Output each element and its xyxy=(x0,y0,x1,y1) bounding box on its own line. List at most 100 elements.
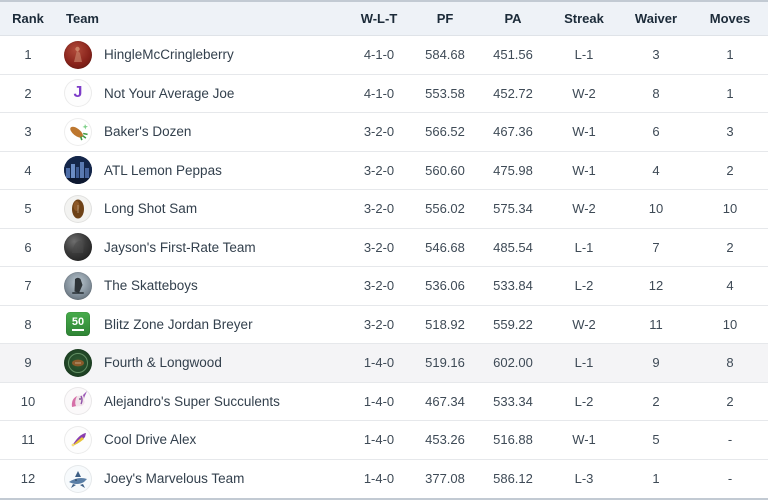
rank-cell: 2 xyxy=(24,85,32,101)
skater-photo-avatar[interactable] xyxy=(64,271,92,300)
pa-cell: 475.98 xyxy=(493,162,533,178)
moves-cell: 3 xyxy=(726,124,734,140)
header-team: Team xyxy=(66,11,99,26)
team-name-link[interactable]: Long Shot Sam xyxy=(104,201,198,217)
header-pf: PF xyxy=(436,11,454,26)
green-football-logo-avatar[interactable] xyxy=(64,348,92,377)
pf-cell: 467.34 xyxy=(425,393,465,409)
streak-cell: W-2 xyxy=(572,201,596,217)
rank-cell: 12 xyxy=(20,471,36,487)
avatar-letter: J xyxy=(73,84,83,102)
comet-avatar[interactable] xyxy=(64,425,92,454)
unicorn-avatar[interactable] xyxy=(64,387,92,416)
waiver-cell: 2 xyxy=(652,393,660,409)
dark-photo-avatar[interactable] xyxy=(64,233,92,262)
team-name-link[interactable]: Fourth & Longwood xyxy=(104,355,222,371)
header-moves: Moves xyxy=(709,11,751,26)
wlt-cell: 3-2-0 xyxy=(363,201,395,217)
table-row: 11 Cool Drive Alex 1-4-0 453.26 516.88 W… xyxy=(0,421,768,460)
streak-cell: L-2 xyxy=(574,393,594,409)
table-row-highlighted: 9 Fourth & Longwood 1-4-0 519.16 602.00 … xyxy=(0,344,768,383)
streak-cell: L-1 xyxy=(574,355,594,371)
pa-cell: 452.72 xyxy=(493,85,533,101)
team-name-link[interactable]: Not Your Average Joe xyxy=(104,85,235,101)
carrot-avatar[interactable] xyxy=(64,117,92,146)
rank-cell: 11 xyxy=(21,432,35,448)
wlt-cell: 3-2-0 xyxy=(363,162,395,178)
wlt-cell: 4-1-0 xyxy=(363,85,395,101)
rank-cell: 1 xyxy=(24,47,32,63)
table-row: 1 HingleMcCringleberry 4-1-0 584.68 451.… xyxy=(0,36,768,75)
football-avatar[interactable] xyxy=(64,194,92,223)
pa-cell: 451.56 xyxy=(493,47,533,63)
streak-cell: L-2 xyxy=(574,278,594,294)
streak-cell: W-2 xyxy=(572,85,596,101)
header-waiver: Waiver xyxy=(634,11,678,26)
table-row: 3 Baker's Dozen 3-2-0 566.52 467.36 W-1 … xyxy=(0,113,768,152)
pf-cell: 519.16 xyxy=(425,355,465,371)
purple-letter-j-avatar[interactable]: J xyxy=(64,79,92,108)
pa-cell: 533.34 xyxy=(493,393,533,409)
team-name-link[interactable]: Baker's Dozen xyxy=(104,124,192,140)
waiver-cell: 5 xyxy=(652,432,660,448)
wlt-cell: 3-2-0 xyxy=(363,124,395,140)
wlt-cell: 3-2-0 xyxy=(363,278,395,294)
team-cell: Alejandro's Super Succulents xyxy=(56,387,346,416)
pf-cell: 377.08 xyxy=(425,471,465,487)
rank-cell: 3 xyxy=(24,124,32,140)
moves-cell: 2 xyxy=(726,393,734,409)
moves-cell: 8 xyxy=(726,355,734,371)
pf-cell: 584.68 xyxy=(425,47,465,63)
team-cell: Joey's Marvelous Team xyxy=(56,464,346,493)
table-row: 5 Long Shot Sam 3-2-0 556.02 575.34 W-2 … xyxy=(0,190,768,229)
team-name-link[interactable]: HingleMcCringleberry xyxy=(104,47,234,63)
rank-cell: 9 xyxy=(24,355,32,371)
pf-cell: 566.52 xyxy=(425,124,465,140)
pf-cell: 518.92 xyxy=(425,316,465,332)
team-cell: The Skatteboys xyxy=(56,271,346,300)
team-name-link[interactable]: The Skatteboys xyxy=(104,278,198,294)
wlt-cell: 1-4-0 xyxy=(363,393,395,409)
team-cell: Long Shot Sam xyxy=(56,194,346,223)
pf-cell: 556.02 xyxy=(425,201,465,217)
team-cell: Cool Drive Alex xyxy=(56,425,346,454)
pf-cell: 546.68 xyxy=(425,239,465,255)
header-streak: Streak xyxy=(564,11,604,26)
waiver-cell: 6 xyxy=(652,124,660,140)
table-row: 4 ATL Lemon Peppas 3-2-0 560.60 475.98 W… xyxy=(0,151,768,190)
pa-cell: 533.84 xyxy=(493,278,533,294)
fifty-yard-marker-avatar[interactable]: 50 xyxy=(66,312,90,337)
header-rank: Rank xyxy=(12,11,44,26)
team-name-link[interactable]: Alejandro's Super Succulents xyxy=(104,393,280,409)
streak-cell: L-1 xyxy=(574,47,594,63)
avatar-fifty-text: 50 xyxy=(71,317,85,332)
pf-cell: 536.06 xyxy=(425,278,465,294)
team-name-link[interactable]: ATL Lemon Peppas xyxy=(104,162,222,178)
rank-cell: 6 xyxy=(24,239,32,255)
waiver-cell: 11 xyxy=(649,316,663,332)
moves-cell: - xyxy=(727,432,733,448)
waiver-cell: 1 xyxy=(652,471,660,487)
streak-cell: L-1 xyxy=(574,239,594,255)
table-row: 7 The Skatteboys 3-2-0 536.06 533.84 L-2… xyxy=(0,267,768,306)
team-name-link[interactable]: Joey's Marvelous Team xyxy=(104,471,245,487)
team-name-link[interactable]: Cool Drive Alex xyxy=(104,432,197,448)
pa-cell: 485.54 xyxy=(493,239,533,255)
rank-cell: 5 xyxy=(24,201,32,217)
team-cell: ATL Lemon Peppas xyxy=(56,156,346,185)
team-name-link[interactable]: Blitz Zone Jordan Breyer xyxy=(104,316,253,332)
rank-cell: 8 xyxy=(24,316,32,332)
table-row: 10 Alejandro's Super Succulents 1-4-0 46… xyxy=(0,382,768,421)
pa-cell: 602.00 xyxy=(493,355,533,371)
shark-avatar[interactable] xyxy=(64,464,92,493)
wlt-cell: 1-4-0 xyxy=(363,471,395,487)
table-row: 2 J Not Your Average Joe 4-1-0 553.58 45… xyxy=(0,74,768,113)
team-cell: J Not Your Average Joe xyxy=(56,79,346,108)
pa-cell: 467.36 xyxy=(493,124,533,140)
red-player-photo-avatar[interactable] xyxy=(64,40,92,69)
team-cell: HingleMcCringleberry xyxy=(56,40,346,69)
city-skyline-avatar[interactable] xyxy=(64,156,92,185)
team-name-link[interactable]: Jayson's First-Rate Team xyxy=(104,239,256,255)
table-row: 8 50 Blitz Zone Jordan Breyer 3-2-0 518.… xyxy=(0,305,768,344)
table-row: 12 Joey's Marvelous Team 1-4-0 377.08 58… xyxy=(0,459,768,498)
